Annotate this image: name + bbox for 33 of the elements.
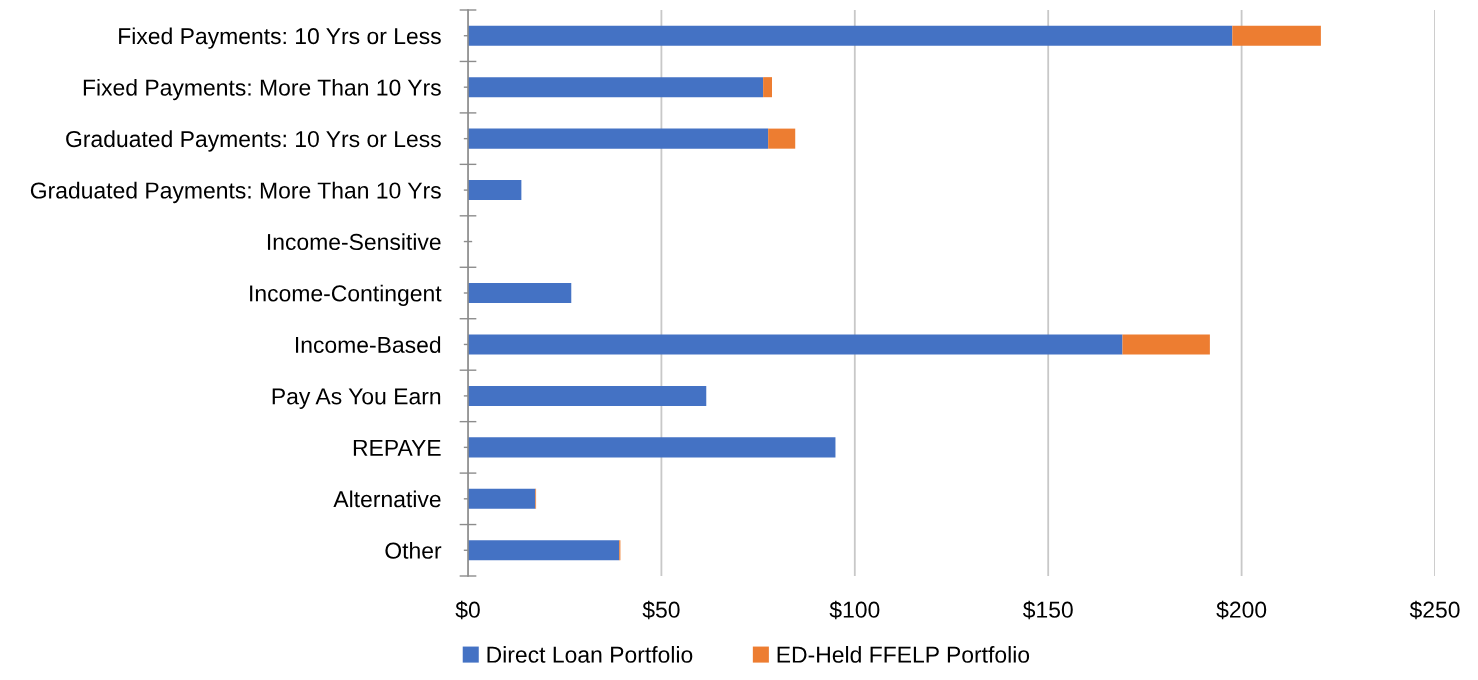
bar — [468, 437, 836, 458]
y-tick-label: Income-Contingent — [250, 284, 442, 307]
x-tick-label: $0 — [455, 600, 480, 620]
x-tick-label: $200 — [1216, 600, 1267, 620]
bar — [1122, 334, 1210, 355]
bar — [468, 180, 522, 201]
y-tick-label: Income-Sensitive — [267, 233, 441, 251]
bar — [468, 488, 536, 509]
bar — [468, 540, 620, 561]
legend-label: Direct Loan Portfolio — [487, 646, 693, 663]
bar — [468, 282, 572, 304]
bar — [768, 128, 796, 149]
x-tick-label: $50 — [642, 600, 680, 620]
bar — [468, 77, 764, 98]
y-tick-label: REPAYE — [353, 439, 441, 456]
x-tick-label: $150 — [1022, 600, 1073, 620]
y-tick-label: Alternative — [333, 490, 441, 508]
y-tick-label: Fixed Payments: More Than 10 Yrs — [83, 78, 441, 101]
y-tick-label: Pay As You Earn — [272, 388, 441, 409]
x-tick-label: $250 — [1409, 600, 1460, 620]
y-tick-label: Graduated Payments: More Than 10 Yrs — [30, 181, 441, 204]
y-tick-label: Other — [385, 541, 442, 559]
y-tick-label: Graduated Payments: 10 Yrs or Less — [66, 130, 441, 152]
x-tick-label: $100 — [829, 600, 880, 620]
legend-label: ED-Held FFELP Portfolio — [777, 646, 1030, 663]
y-tick-label: Fixed Payments: 10 Yrs or Less — [119, 27, 441, 49]
bar — [468, 334, 1123, 355]
bar — [468, 128, 769, 149]
y-tick-label: Income-Based — [295, 336, 441, 353]
bar — [1232, 25, 1321, 46]
bar — [468, 385, 707, 406]
bar — [468, 25, 1233, 46]
bar — [763, 77, 773, 98]
